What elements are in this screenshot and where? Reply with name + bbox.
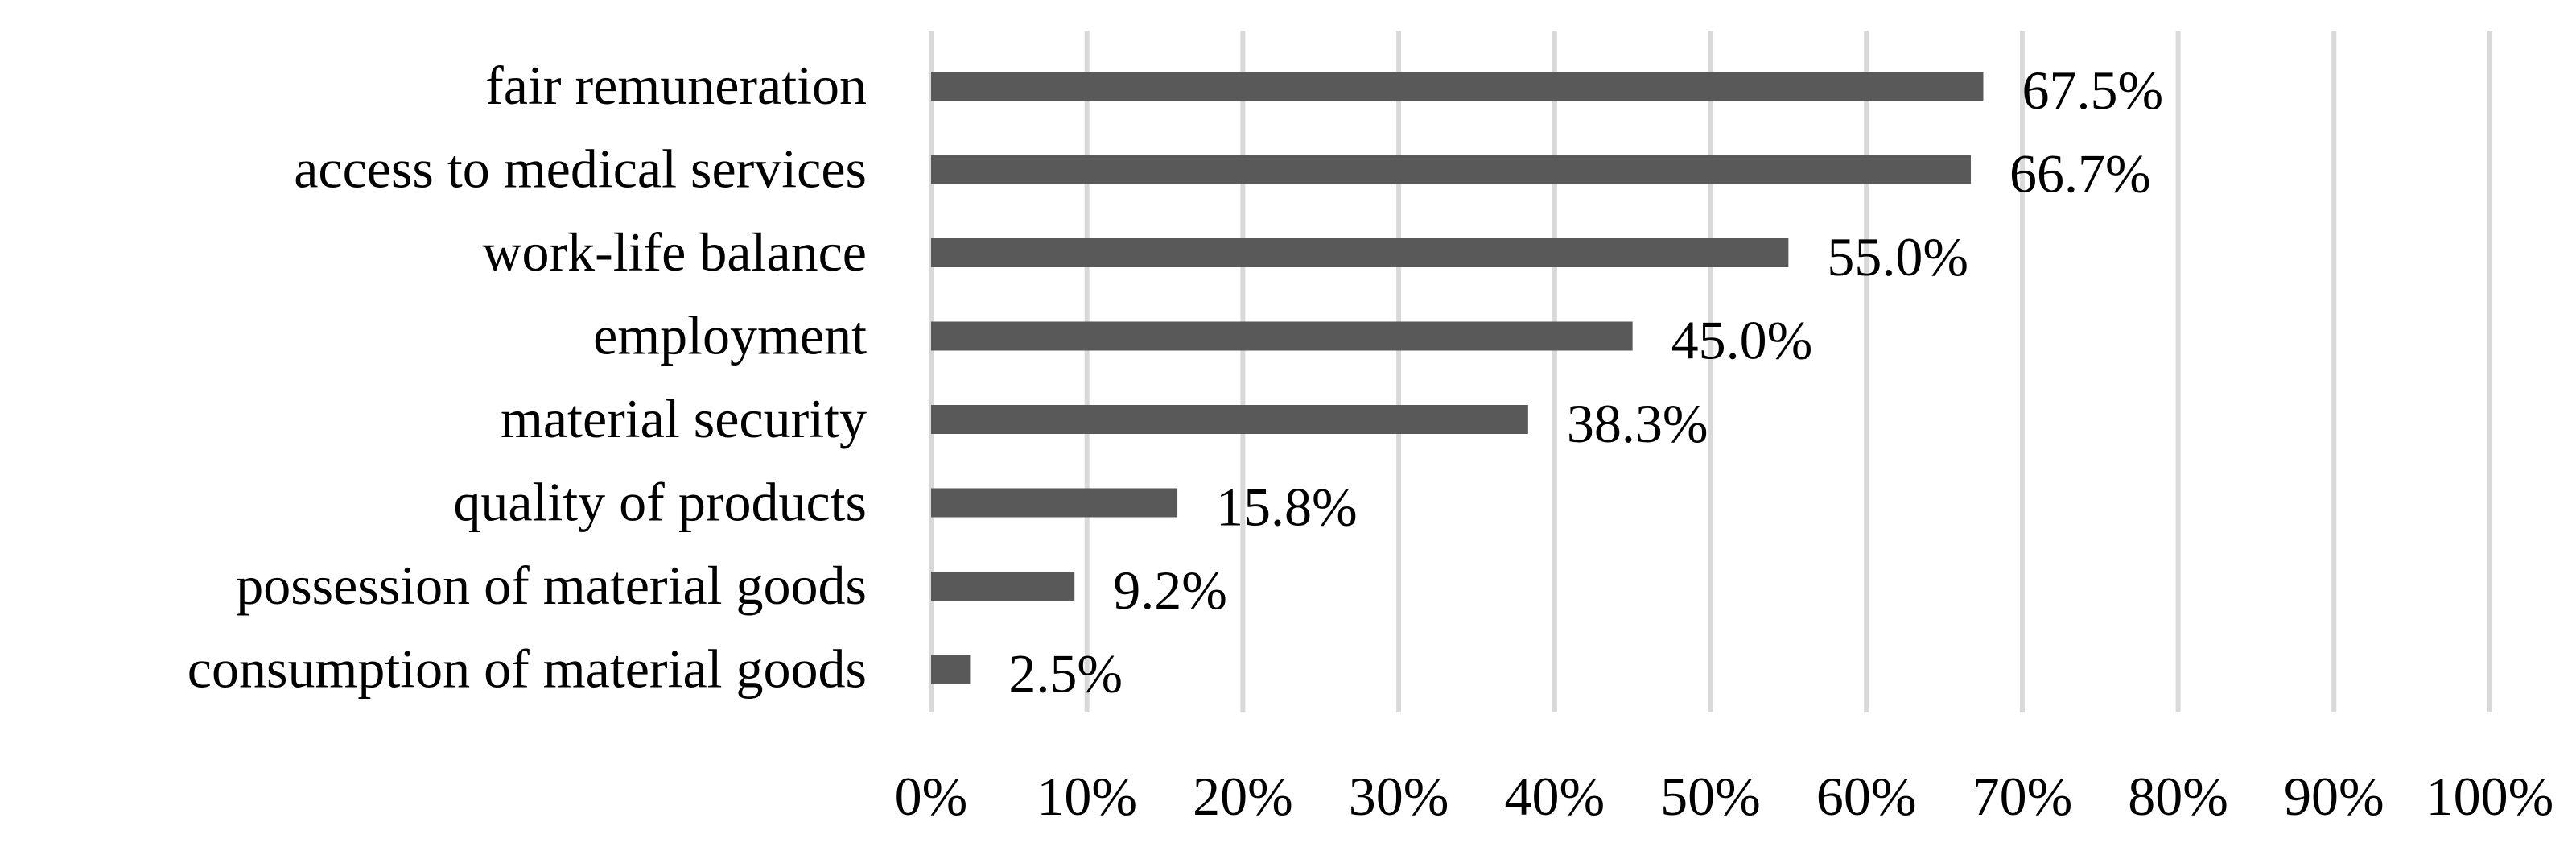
bar <box>931 321 1633 351</box>
bar <box>931 72 1984 101</box>
category-label: quality of products <box>453 472 867 533</box>
value-label: 67.5% <box>2022 60 2163 121</box>
x-tick-label: 70% <box>1972 766 2073 827</box>
x-tick-label: 20% <box>1193 766 1293 827</box>
bar <box>931 155 1971 184</box>
category-labels: fair remuneration access to medical servi… <box>188 55 867 700</box>
bar <box>931 655 971 684</box>
value-labels: 67.5% 66.7% 55.0%45.0% 38.3% 15.8% 9.2% 2.5% <box>1008 60 2163 704</box>
value-label: 45.0% <box>1671 310 1813 371</box>
x-tick-label: 0% <box>895 766 968 827</box>
value-label: 38.3% <box>1567 393 1708 454</box>
x-tick-label: 100% <box>2426 766 2554 827</box>
bar <box>931 572 1075 601</box>
gridlines <box>929 31 2492 712</box>
x-tick-label: 10% <box>1037 766 1137 827</box>
value-label: 2.5% <box>1008 643 1123 704</box>
bar <box>931 238 1789 267</box>
bar <box>931 405 1528 434</box>
x-tick-label: 90% <box>2284 766 2384 827</box>
category-label: possession of material goods <box>236 555 867 616</box>
x-tick-label: 80% <box>2128 766 2228 827</box>
category-label: work-life balance <box>482 221 867 283</box>
category-label: material security <box>501 388 867 449</box>
x-axis-tick-labels: 0% 10% 20% 30% 40% 50% 60% 70% 80% 90% 100% <box>895 766 2554 827</box>
category-label: fair remuneration <box>485 55 867 116</box>
x-tick-label: 40% <box>1504 766 1605 827</box>
x-tick-label: 30% <box>1349 766 1449 827</box>
category-label: consumption of material goods <box>188 638 867 700</box>
value-label: 15.8% <box>1216 477 1358 538</box>
category-label: employment <box>593 305 867 366</box>
value-label: 9.2% <box>1113 560 1227 621</box>
x-tick-label: 60% <box>1816 766 1917 827</box>
x-tick-label: 50% <box>1660 766 1761 827</box>
category-label: access to medical services <box>294 138 867 200</box>
bars <box>931 72 1984 684</box>
value-label: 55.0% <box>1827 226 1968 287</box>
value-label: 66.7% <box>2009 143 2151 204</box>
bar <box>931 488 1178 518</box>
